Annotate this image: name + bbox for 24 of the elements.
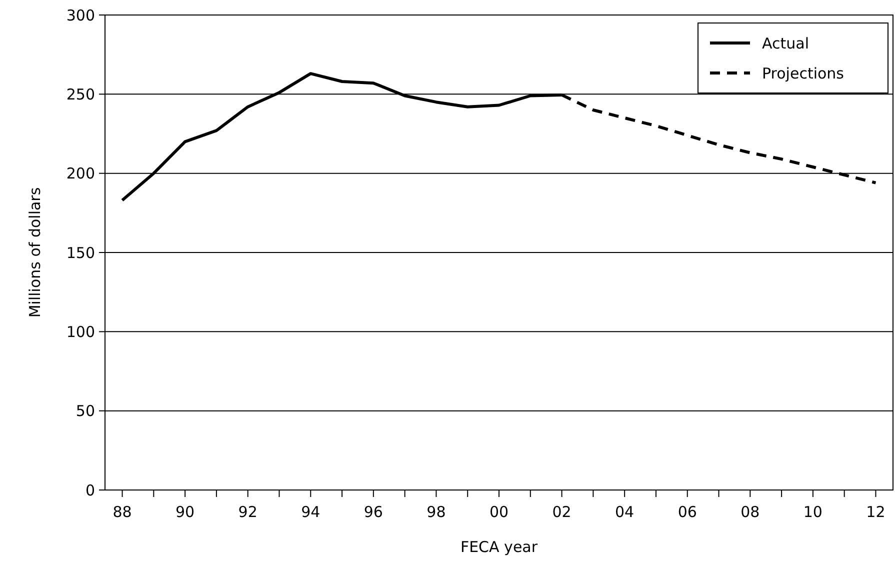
x-tick-label: 08 <box>740 503 760 521</box>
x-tick-label: 02 <box>552 503 572 521</box>
y-tick-label: 150 <box>66 244 95 262</box>
y-tick-label: 300 <box>66 6 95 24</box>
x-tick-label: 10 <box>803 503 822 521</box>
legend-label: Projections <box>762 64 844 82</box>
x-tick-label: 00 <box>489 503 509 521</box>
y-tick-label: 50 <box>76 402 95 420</box>
y-tick-label: 200 <box>66 164 95 183</box>
x-tick-label: 06 <box>678 503 697 521</box>
legend-label: Actual <box>762 34 809 52</box>
y-axis-title: Millions of dollars <box>26 187 44 318</box>
y-tick-label: 100 <box>66 322 95 341</box>
x-tick-label: 12 <box>866 503 886 521</box>
x-tick-label: 96 <box>364 503 383 521</box>
x-tick-label: 94 <box>301 503 320 521</box>
y-tick-label: 250 <box>66 85 95 104</box>
x-tick-label: 90 <box>176 503 195 521</box>
x-tick-label: 98 <box>426 503 446 521</box>
x-tick-label: 04 <box>615 503 634 521</box>
x-axis-title: FECA year <box>460 538 538 556</box>
x-tick-label: 88 <box>112 503 132 521</box>
x-tick-label: 92 <box>238 503 258 521</box>
y-tick-label: 0 <box>85 481 95 500</box>
